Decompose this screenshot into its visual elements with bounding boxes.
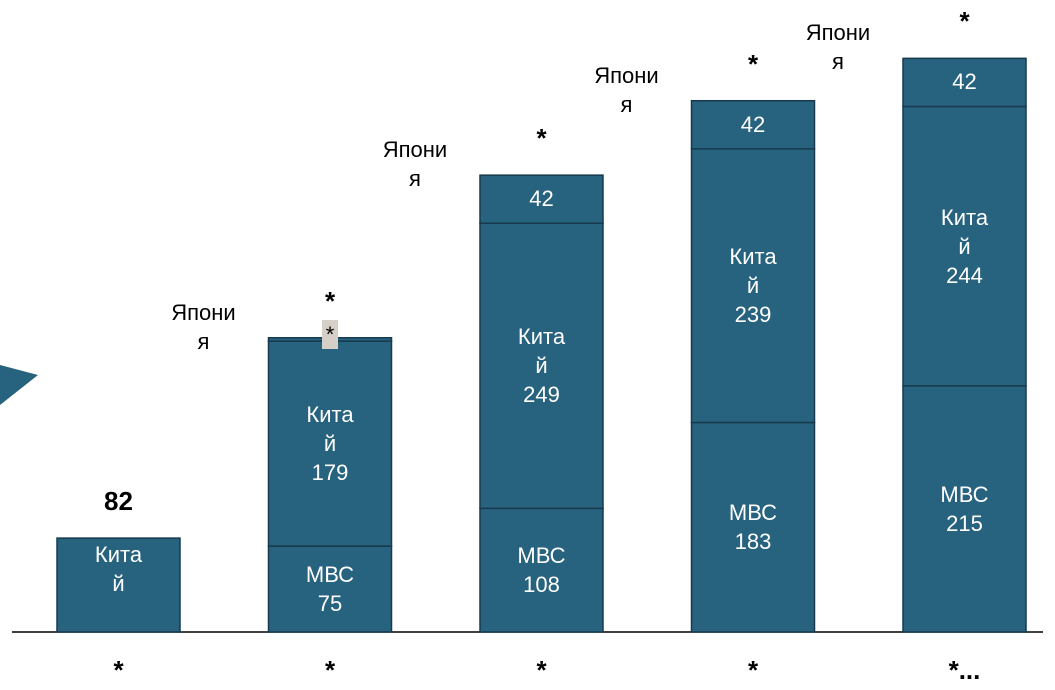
x-tick-label: *	[113, 655, 124, 685]
series-name: Китай	[94, 542, 143, 597]
series-label: Япония	[803, 18, 873, 76]
segment-label: МВС 183	[692, 498, 815, 556]
value-text: 42	[740, 111, 766, 137]
arrow	[0, 365, 38, 405]
series-label: Япония	[592, 61, 662, 119]
total-label: 82	[104, 486, 133, 517]
series-name: Япония	[594, 62, 659, 117]
series-name: МВС	[517, 543, 566, 569]
segment-label: МВС 215	[903, 480, 1026, 538]
bar-segment	[267, 340, 393, 547]
total-label: *	[959, 6, 970, 37]
x-tick-label: *	[747, 655, 759, 685]
series-name: Япония	[382, 137, 448, 192]
value-label: 215	[946, 510, 983, 536]
bar-segment	[690, 148, 816, 424]
bar-segment	[479, 174, 604, 224]
series-label: Япония	[380, 135, 450, 193]
series-name: МВС	[728, 500, 778, 526]
bar-segment	[690, 421, 816, 633]
value-label: 183	[734, 529, 772, 555]
x-tick-label: *...	[948, 655, 981, 685]
segment-label: Китай 244	[903, 203, 1026, 290]
series-name: Китай	[729, 244, 777, 299]
series-name: Китай	[306, 402, 354, 457]
x-tick-label: *	[536, 655, 547, 685]
bar-segment	[267, 545, 393, 633]
bar-segment	[479, 507, 604, 633]
series-name: Япония	[171, 299, 236, 354]
value-text: *	[321, 319, 339, 349]
value-text: 42	[952, 69, 977, 95]
bar-segment	[902, 57, 1027, 108]
value-label: 239	[734, 302, 772, 328]
segment-label: Китай 239	[692, 242, 815, 329]
segment-label: МВС 75	[269, 560, 392, 618]
series-name: МВС	[940, 481, 989, 507]
segment-label: МВС 108	[480, 541, 603, 599]
series-name: Япония	[805, 20, 871, 75]
bar-segment	[479, 222, 604, 510]
series-name: Китай	[517, 324, 566, 379]
value-label: 42	[480, 184, 603, 213]
value-label: 75	[317, 591, 343, 617]
value-label: 42	[692, 110, 815, 139]
value-label: 179	[311, 460, 349, 486]
series-name: МВС	[305, 562, 355, 588]
value-label: *	[269, 319, 392, 349]
value-label: 249	[523, 382, 560, 408]
segment-label: Китай 249	[480, 322, 603, 409]
value-label: 244	[946, 262, 983, 288]
x-tick-label: *	[324, 655, 336, 685]
value-label: 108	[523, 572, 560, 598]
bar-segment	[56, 537, 181, 633]
series-name: Китай	[940, 204, 989, 259]
total-label: *	[324, 285, 336, 316]
value-text: 42	[529, 186, 554, 212]
segment-label: Китай 179	[269, 400, 392, 487]
total-label: *	[747, 48, 759, 79]
value-label: 42	[903, 67, 1026, 96]
total-label: *	[536, 123, 547, 154]
series-label: Япония	[169, 298, 239, 356]
bar-segment	[690, 99, 816, 150]
segment-label: Китай	[57, 540, 180, 598]
bar-segment	[902, 105, 1027, 387]
